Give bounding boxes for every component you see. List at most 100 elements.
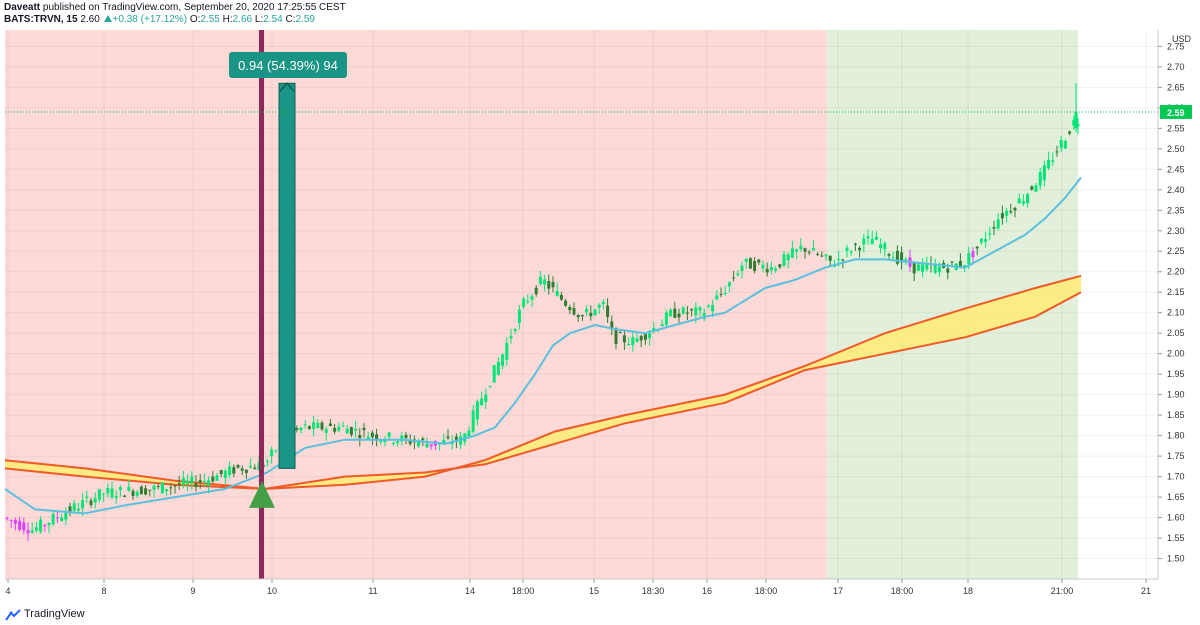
symbol-name[interactable]: BATS:TRVN, 15 [4, 14, 78, 25]
candle-body [114, 496, 118, 498]
candle-body [72, 503, 76, 511]
candle-body [123, 495, 127, 497]
candle-body [660, 324, 664, 327]
candle-body [1063, 141, 1067, 149]
entry-vertical-line[interactable] [259, 30, 264, 579]
candle-body [807, 251, 811, 253]
candle-body [102, 493, 106, 495]
price-tick-label: 1.90 [1167, 390, 1185, 400]
candle-body [471, 410, 475, 432]
candle-body [480, 398, 484, 406]
candle-body [5, 517, 9, 519]
candle-body [635, 338, 639, 342]
candle-body [375, 434, 379, 441]
time-tick-label: 18:00 [512, 586, 535, 596]
price-chart[interactable]: 0.94 (54.39%) 94 USD 1.50 1.55 1.60 1.65 1.70 1… [0, 0, 1200, 604]
candle-body [307, 426, 311, 429]
candle-body [496, 361, 500, 375]
candle-body [610, 321, 614, 330]
candle-body [295, 428, 299, 430]
candle-body [921, 264, 925, 272]
candle-body [1034, 185, 1038, 192]
candle-body [723, 292, 727, 294]
candle-body [446, 436, 450, 439]
candle-body [1017, 198, 1021, 204]
candle-body [492, 365, 496, 383]
candle-body [799, 245, 803, 250]
candle-body [706, 306, 710, 308]
candle-body [769, 266, 773, 270]
time-tick-label: 9 [190, 586, 195, 596]
time-tick-label: 21:00 [1051, 586, 1074, 596]
candle-body [984, 238, 988, 242]
future-area-background [1078, 30, 1158, 579]
candle-body [543, 279, 547, 285]
price-tick-label: 2.15 [1167, 287, 1185, 297]
candle-body [719, 294, 723, 295]
candle-body [677, 313, 681, 318]
candle-body [387, 432, 391, 437]
candle-body [740, 265, 744, 271]
candle-body [324, 429, 328, 433]
candle-body [963, 265, 967, 267]
range-label-box[interactable] [229, 52, 347, 78]
candle-body [753, 261, 757, 271]
candle-body [1076, 124, 1080, 127]
candle-body [509, 335, 513, 339]
brand-name[interactable]: TradingView [24, 608, 85, 620]
candle-body [228, 466, 232, 476]
publish-info: Daveatt published on TradingView.com, Se… [4, 2, 346, 13]
candle-body [165, 489, 169, 492]
low-value: 2.54 [263, 14, 283, 25]
candle-body [786, 254, 790, 261]
candle-body [958, 260, 962, 268]
buy-signal-triangle-icon [249, 480, 275, 508]
candle-body [874, 236, 878, 240]
candle-body [849, 251, 853, 253]
candle-body [362, 427, 366, 431]
candle-body [207, 480, 211, 486]
candle-body [51, 514, 55, 525]
candle-body [551, 281, 555, 288]
candle-body [501, 354, 505, 366]
candle-body [34, 527, 38, 531]
time-tick-label: 15 [589, 586, 599, 596]
candle-body [711, 305, 715, 312]
price-tick-label: 2.10 [1167, 308, 1185, 318]
candle-body [858, 247, 862, 251]
candle-body [232, 467, 236, 474]
candle-body [421, 438, 425, 440]
time-tick-label: 14 [465, 586, 475, 596]
ma-cloud-upper-line [4, 274, 1082, 490]
candle-body [475, 401, 479, 420]
price-range-bar[interactable] [278, 82, 296, 469]
time-tick-label: 16 [702, 586, 712, 596]
tradingview-logo-icon[interactable] [5, 608, 21, 622]
price-change: +0.38 (+17.12%) [112, 14, 188, 25]
candle-body [299, 427, 303, 431]
candle-body [727, 282, 731, 287]
time-tick-label: 4 [5, 586, 10, 596]
candle-body [26, 530, 30, 534]
candle-body [606, 305, 610, 318]
candle-body [240, 468, 244, 471]
candle-body [631, 337, 635, 346]
candle-body [13, 519, 17, 524]
candle-body [681, 307, 685, 314]
candle-body [946, 268, 950, 273]
candle-body [748, 258, 752, 269]
close-value: 2.59 [295, 14, 315, 25]
candle-body [904, 259, 908, 261]
candle-body [937, 266, 941, 272]
candle-body [614, 328, 618, 344]
candle-body [824, 254, 828, 256]
candle-body [513, 329, 517, 331]
publisher-name[interactable]: Daveatt [4, 2, 41, 13]
candle-body [236, 464, 240, 468]
candle-body [484, 394, 488, 402]
footer: TradingView [0, 604, 1200, 625]
candle-body [76, 508, 80, 511]
candle-body [97, 489, 101, 500]
time-tick-label: 11 [368, 586, 377, 596]
candle-body [555, 291, 559, 296]
